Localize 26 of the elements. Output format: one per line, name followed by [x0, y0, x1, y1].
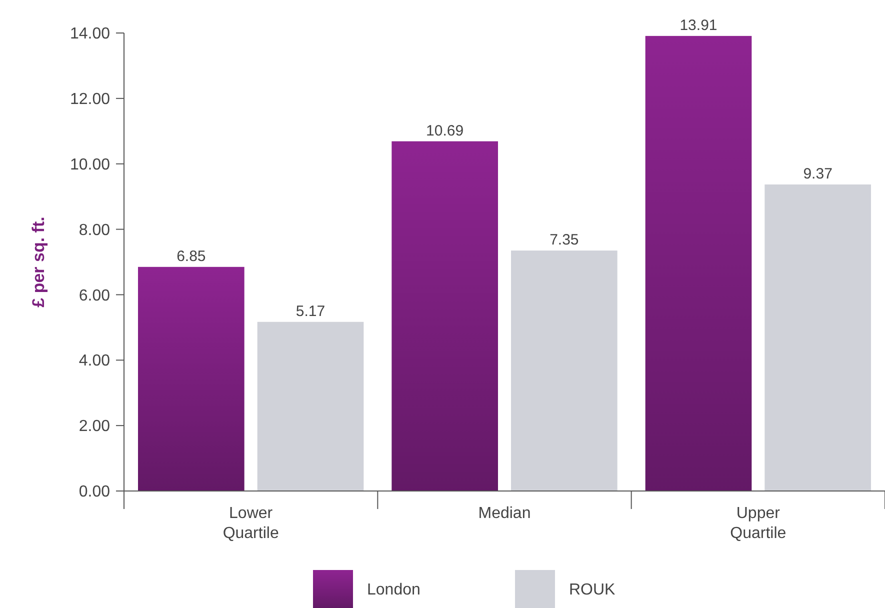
bar: [511, 250, 618, 491]
legend-label: ROUK: [569, 582, 616, 599]
data-label: 5.17: [296, 302, 326, 320]
bar: [138, 266, 244, 491]
y-tick-label: 14.00: [70, 26, 110, 43]
y-tick-label: 4.00: [78, 352, 110, 370]
bar: [392, 141, 498, 491]
y-tick-label: 2.00: [78, 418, 110, 436]
data-label: 6.85: [176, 248, 206, 265]
y-tick-label: 0.00: [78, 484, 110, 501]
y-tick-label: 8.00: [78, 222, 110, 239]
data-label: 10.69: [426, 122, 464, 140]
y-axis-title: £ per sq. ft.: [29, 216, 48, 308]
bar: [764, 184, 871, 491]
x-tick-label: Upper Quartile: [730, 505, 786, 542]
y-tick-label: 10.00: [70, 156, 110, 174]
bar: [645, 36, 752, 491]
y-tick-label: 6.00: [78, 287, 110, 304]
y-tick-label: 12.00: [70, 91, 110, 108]
data-label: 9.37: [803, 165, 832, 182]
bar: [257, 322, 364, 491]
data-label: 7.35: [550, 232, 579, 249]
x-tick-label: Median: [478, 505, 531, 522]
data-label: 13.91: [680, 16, 718, 34]
x-tick-label: Lower Quartile: [222, 505, 279, 542]
legend-label: London: [367, 582, 420, 599]
